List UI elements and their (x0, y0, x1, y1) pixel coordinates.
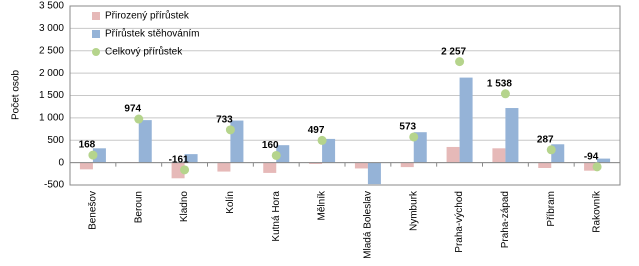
bar (505, 108, 519, 163)
x-tick-label: Nymburk (408, 190, 419, 231)
legend-label: Přirozený přírůstek (105, 10, 190, 22)
value-label: 974 (124, 104, 141, 115)
bar (138, 120, 152, 163)
value-label: 168 (79, 140, 96, 151)
point (592, 162, 602, 172)
bar (309, 162, 323, 164)
y-tick-label: 3 500 (39, 1, 64, 12)
x-tick-label: Kladno (179, 191, 190, 223)
value-label: 1 538 (487, 78, 512, 89)
bar (322, 138, 336, 163)
bar (184, 154, 198, 163)
x-tick-label: Mělník (317, 190, 328, 220)
value-label: 733 (216, 114, 233, 125)
legend-label: Celkový přírůstek (105, 46, 183, 58)
point (409, 132, 419, 142)
legend-swatch (92, 48, 100, 56)
x-tick-label: Praha-východ (454, 191, 465, 253)
x-tick-label: Příbram (546, 191, 557, 227)
x-tick-label: Rakovník (592, 190, 603, 233)
bar (217, 162, 231, 172)
bar (79, 162, 93, 170)
y-tick-label: -500 (44, 180, 64, 191)
point (225, 125, 235, 135)
y-tick-label: 1 000 (39, 113, 64, 124)
bar (354, 162, 368, 169)
bar (597, 158, 611, 163)
bar (584, 162, 598, 171)
point (134, 114, 144, 124)
value-label: 573 (399, 122, 416, 133)
value-label: -94 (584, 151, 599, 162)
x-tick-label: Praha-západ (500, 191, 511, 248)
point (546, 145, 556, 155)
y-tick-label: 3 000 (39, 23, 64, 34)
x-tick-label: Benešov (88, 191, 99, 230)
bar (367, 162, 381, 185)
bar (446, 146, 460, 163)
point (271, 150, 281, 160)
point (500, 89, 510, 99)
point (88, 150, 98, 160)
value-label: 497 (308, 125, 325, 136)
bar (400, 162, 414, 168)
point (317, 135, 327, 145)
value-label: -161 (169, 154, 189, 165)
point (180, 165, 190, 175)
legend-label: Přírůstek stěhováním (105, 28, 199, 40)
y-axis-label: Počet osob (11, 70, 22, 120)
point (455, 57, 465, 67)
y-tick-label: 0 (58, 157, 64, 168)
x-tick-label: Kutná Hora (271, 191, 282, 242)
value-label: 160 (262, 140, 279, 151)
x-tick-label: Kolín (225, 191, 236, 214)
plot-border (69, 5, 621, 186)
y-tick-label: 2 500 (39, 45, 64, 56)
legend-swatch (92, 30, 100, 38)
x-tick-label: Beroun (133, 191, 144, 223)
bar (492, 148, 506, 163)
bar (92, 148, 106, 163)
bar (263, 162, 277, 173)
y-tick-label: 2 000 (39, 68, 64, 79)
bar (459, 77, 473, 163)
y-tick-label: 1 500 (39, 90, 64, 101)
value-label: 287 (537, 134, 554, 145)
y-tick-label: 500 (47, 135, 64, 146)
value-label: 2 257 (441, 46, 466, 57)
legend-swatch (92, 12, 100, 20)
bar (538, 162, 552, 168)
bar (171, 162, 185, 179)
x-tick-label: Mladá Boleslav (363, 191, 374, 259)
